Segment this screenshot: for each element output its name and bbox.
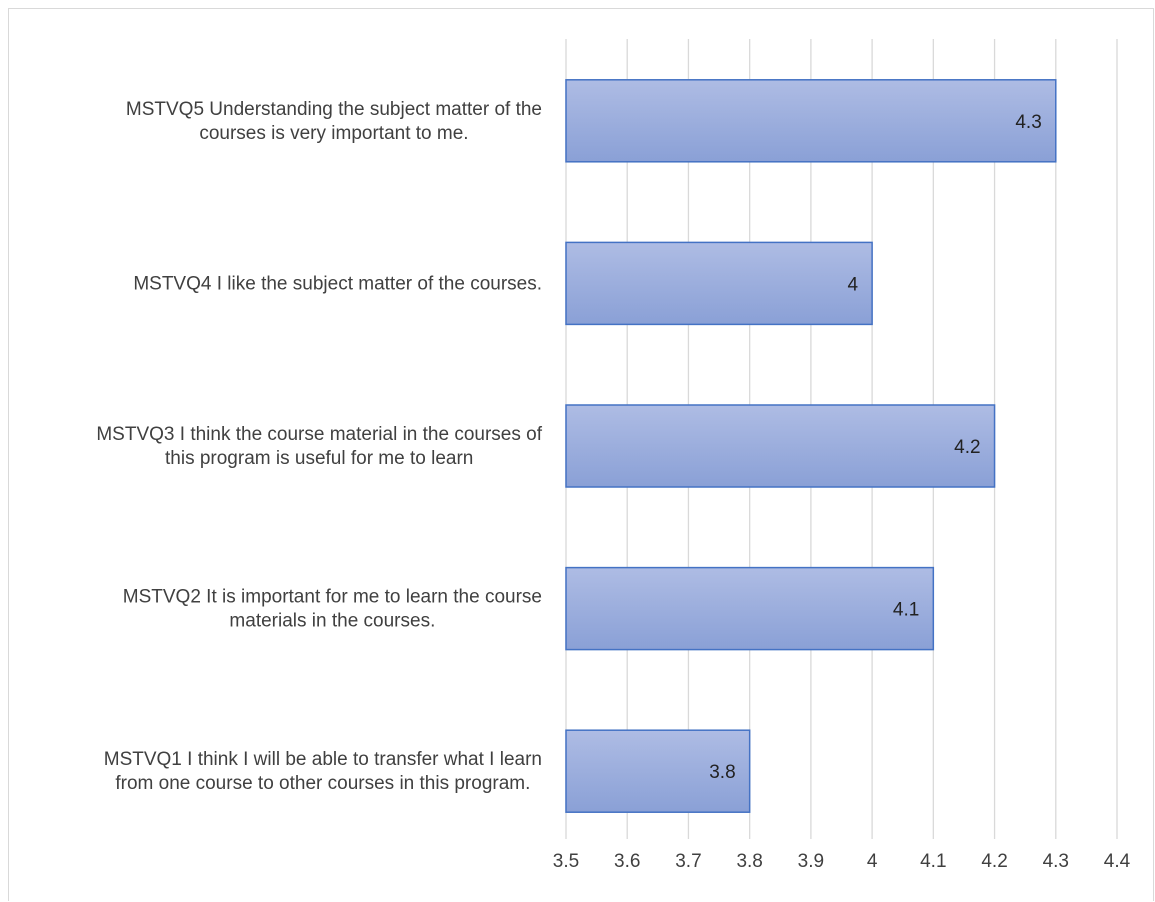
x-tick-label: 4 (867, 851, 878, 872)
bar (565, 404, 996, 488)
bar (565, 729, 751, 813)
x-tick-label: 4.2 (981, 851, 1007, 872)
bar-chart: 4.3 4 4.2 4.1 3.8 MSTVQ5 Understanding the s… (96, 39, 1131, 872)
tick-label-layer: 3.5 3.6 3.7 3.8 3.9 4 4.1 4.2 4.3 4.4 (553, 851, 1131, 872)
x-tick-label: 3.8 (736, 851, 762, 872)
x-tick-label: 3.6 (614, 851, 640, 872)
bar (565, 79, 1057, 163)
data-label: 4 (848, 274, 859, 295)
x-tick-label: 3.9 (798, 851, 824, 872)
x-tick-label: 3.5 (553, 851, 579, 872)
category-label-layer: MSTVQ5 Understanding the subject matter … (96, 99, 542, 794)
category-label: MSTVQ3 I think the course material in th… (96, 424, 542, 445)
x-tick-label: 4.4 (1104, 851, 1131, 872)
data-label: 4.1 (893, 600, 919, 621)
category-label: this program is useful for me to learn (165, 448, 473, 469)
category-label: MSTVQ5 Understanding the subject matter … (126, 99, 542, 120)
chart-frame: 4.3 4 4.2 4.1 3.8 MSTVQ5 Understanding the s… (8, 8, 1154, 901)
category-label: from one course to other courses in this… (115, 773, 530, 794)
category-label: MSTVQ1 I think I will be able to transfe… (104, 749, 542, 770)
x-tick-label: 4.1 (920, 851, 946, 872)
x-tick-label: 4.3 (1043, 851, 1069, 872)
category-label: courses is very important to me. (199, 123, 468, 144)
category-label: MSTVQ2 It is important for me to learn t… (123, 587, 542, 608)
bar (565, 566, 935, 651)
data-label: 4.2 (954, 437, 980, 458)
category-label: MSTVQ4 I like the subject matter of the … (133, 273, 542, 294)
bar-layer: 4.3 4 4.2 4.1 3.8 (565, 79, 1057, 813)
x-tick-label: 3.7 (675, 851, 701, 872)
category-label: materials in the courses. (229, 611, 435, 632)
data-label: 3.8 (709, 762, 735, 783)
data-label: 4.3 (1015, 112, 1041, 133)
bar (565, 241, 873, 326)
